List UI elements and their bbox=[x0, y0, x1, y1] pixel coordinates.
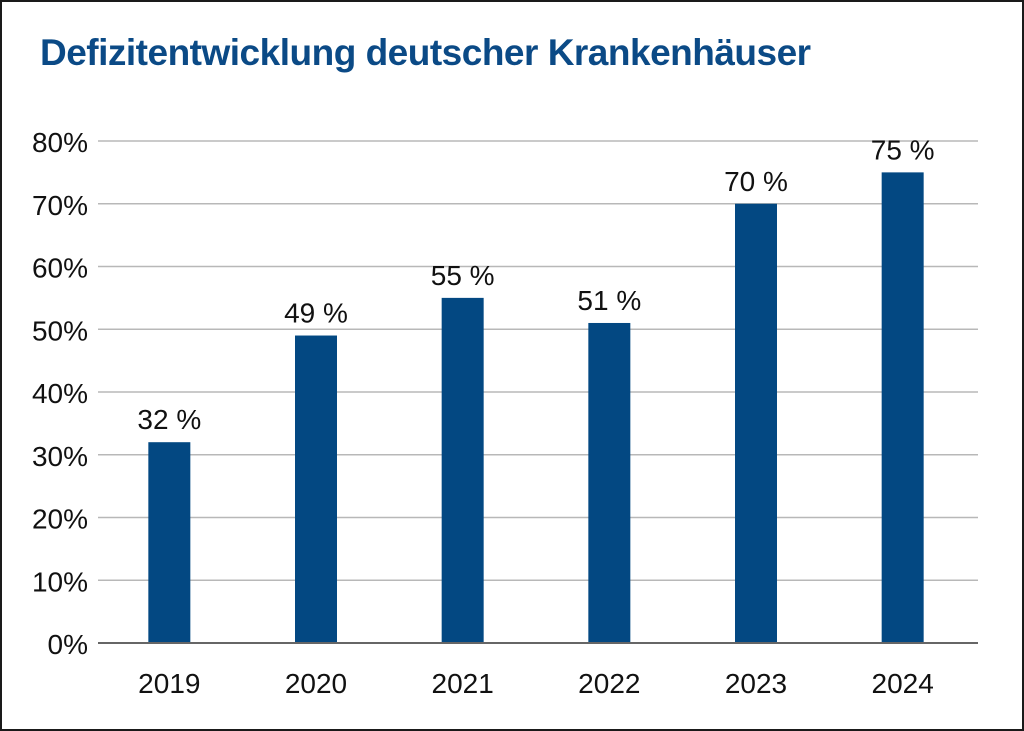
x-axis-categories: 2019 2020 2021 2022 2023 2024 bbox=[138, 668, 934, 699]
data-label-2023: 70 % bbox=[724, 166, 788, 197]
bar-2024 bbox=[881, 172, 924, 643]
y-tick-label: 0% bbox=[48, 629, 88, 660]
y-tick-label: 60% bbox=[32, 253, 88, 284]
data-label-2024: 75 % bbox=[871, 134, 935, 165]
data-label-2022: 51 % bbox=[577, 285, 641, 316]
x-category-label: 2019 bbox=[138, 668, 200, 699]
data-labels: 32 % 49 % 55 % 51 % 70 % 75 % bbox=[137, 134, 934, 435]
x-category-label: 2024 bbox=[872, 668, 934, 699]
data-label-2021: 55 % bbox=[431, 260, 495, 291]
bars bbox=[148, 172, 924, 643]
bar-2020 bbox=[295, 335, 337, 643]
data-label-2020: 49 % bbox=[284, 298, 348, 329]
y-tick-label: 80% bbox=[32, 127, 88, 158]
y-tick-label: 70% bbox=[32, 190, 88, 221]
bar-2022 bbox=[588, 322, 631, 643]
x-category-label: 2023 bbox=[725, 668, 787, 699]
y-tick-label: 30% bbox=[32, 441, 88, 472]
x-category-label: 2022 bbox=[578, 668, 640, 699]
bar-2019 bbox=[148, 442, 191, 643]
x-category-label: 2021 bbox=[432, 668, 494, 699]
x-category-label: 2020 bbox=[285, 668, 347, 699]
y-tick-label: 10% bbox=[32, 566, 88, 597]
y-axis-ticks: 0% 10% 20% 30% 40% 50% 60% 70% 80% bbox=[32, 127, 88, 660]
gridlines bbox=[98, 140, 978, 581]
data-label-2019: 32 % bbox=[137, 404, 201, 435]
bar-2023 bbox=[735, 203, 777, 643]
y-tick-label: 20% bbox=[32, 504, 88, 535]
y-tick-label: 40% bbox=[32, 378, 88, 409]
bar-2021 bbox=[441, 297, 484, 643]
chart-title: Defizitentwicklung deutscher Krankenhäus… bbox=[40, 32, 811, 73]
y-tick-label: 50% bbox=[32, 315, 88, 346]
